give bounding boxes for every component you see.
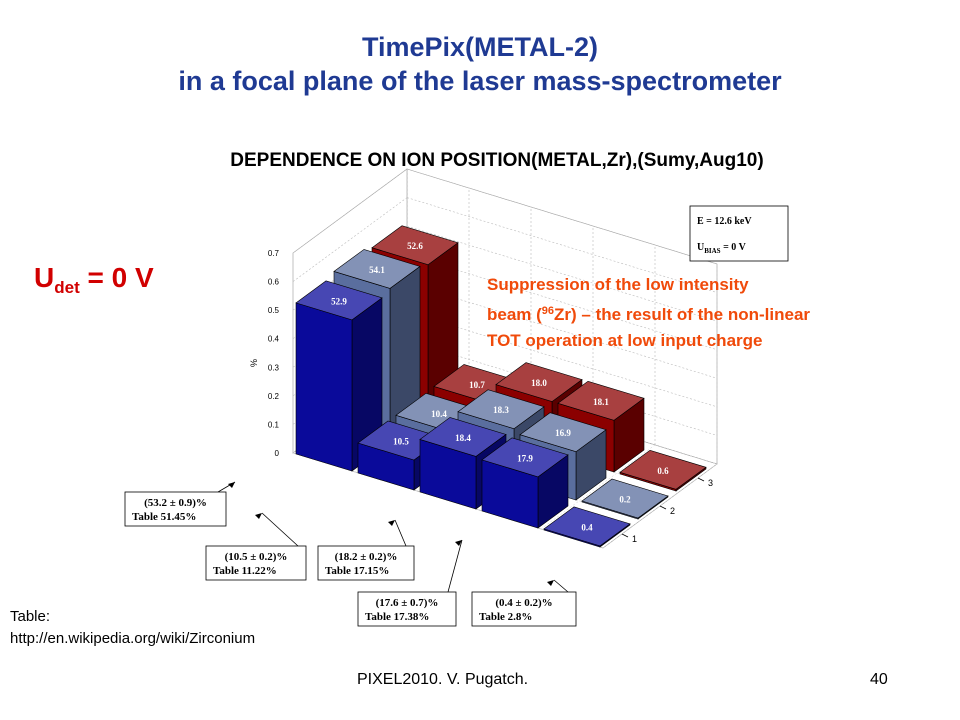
bar-1-1: 52.9 xyxy=(295,280,383,472)
note-line-1: Suppression of the low intensity xyxy=(487,275,749,294)
annotation-frame xyxy=(205,545,307,581)
bar-1-5: 0.4 xyxy=(543,506,631,548)
annotation-frame xyxy=(124,491,227,527)
bar-2-5: 0.2 xyxy=(581,478,669,520)
z-tick-label: 0.6 xyxy=(268,278,280,287)
annotation-frame xyxy=(357,591,457,627)
annotation-box: (10.5 ± 0.2)% Table 11.22% xyxy=(205,512,307,581)
bar-top xyxy=(457,389,545,430)
arrow-head xyxy=(547,580,554,586)
annotation-measured: (10.5 ± 0.2)% xyxy=(225,551,288,563)
note-line-2: beam (96Zr) – the result of the non-line… xyxy=(487,305,811,324)
table-label: Table: xyxy=(10,608,51,625)
row-tick xyxy=(659,505,667,510)
chart-legend-box: E = 12.6 keV UBIAS = 0 V xyxy=(689,205,789,262)
z-tick-label: 0.1 xyxy=(268,420,280,429)
row-tick xyxy=(621,533,629,538)
arrow-head xyxy=(255,513,262,519)
bar-top xyxy=(295,280,383,321)
annotation-arrow xyxy=(261,512,299,547)
annotation-table: Table 2.8% xyxy=(479,611,532,623)
note-line-3: TOT operation at low input charge xyxy=(487,331,763,350)
z-axis-label: % xyxy=(249,359,259,367)
z-tick-label: 0 xyxy=(275,449,280,458)
z-tick-label: 0.3 xyxy=(268,363,280,372)
bar-value-label: 10.4 xyxy=(431,409,447,419)
z-tick-label: 0.5 xyxy=(268,306,280,315)
slide-title: TimePix(METAL-2) xyxy=(361,32,599,62)
bar-front xyxy=(295,302,353,472)
z-tick-label: 0.2 xyxy=(268,392,280,401)
bar-value-label: 10.7 xyxy=(469,380,485,390)
bar-value-label: 18.4 xyxy=(455,433,471,443)
annotation-measured: (18.2 ± 0.2)% xyxy=(335,551,398,563)
row-tick-label: 3 xyxy=(708,478,713,488)
bar-top xyxy=(495,362,583,402)
table-url[interactable]: http://en.wikipedia.org/wiki/Zirconium xyxy=(10,630,256,647)
bar-value-label: 18.0 xyxy=(531,378,547,388)
annotation-measured: (53.2 ± 0.9)% xyxy=(144,497,207,509)
legend-bias: UBIAS = 0 V xyxy=(697,242,747,255)
bar-3-5: 0.6 xyxy=(619,449,707,492)
legend-energy: E = 12.6 keV xyxy=(697,216,752,227)
row-tick-label: 1 xyxy=(632,534,637,544)
annotation-box: (0.4 ± 0.2)% Table 2.8% xyxy=(471,579,577,627)
annotation-box: (18.2 ± 0.2)% Table 17.15% xyxy=(317,519,415,581)
footer-author: PIXEL2010. V. Pugatch. xyxy=(357,671,529,688)
annotation-arrow xyxy=(394,519,407,547)
annotation-table: Table 11.22% xyxy=(213,565,277,577)
annotation-table: Table 17.15% xyxy=(325,565,389,577)
row-tick xyxy=(697,477,705,482)
annotation-table: Table 17.38% xyxy=(365,611,429,623)
arrow-head xyxy=(228,482,235,488)
bar-value-label: 18.1 xyxy=(593,397,609,407)
bar-top xyxy=(557,380,645,421)
bar-top xyxy=(371,225,459,266)
page-number: 40 xyxy=(870,671,888,688)
bar-top xyxy=(543,506,631,547)
bar-value-label: 10.5 xyxy=(393,437,409,447)
bar-value-label: 17.9 xyxy=(517,453,533,463)
annotation-measured: (0.4 ± 0.2)% xyxy=(495,597,552,609)
annotation-table: Table 51.45% xyxy=(132,511,196,523)
udet-label: Udet = 0 V xyxy=(34,262,154,297)
annotation-arrow xyxy=(447,539,463,593)
bar-value-label: 0.2 xyxy=(619,495,631,505)
row-tick-label: 2 xyxy=(670,506,675,516)
bar-top xyxy=(481,437,569,478)
table-reference: Table: http://en.wikipedia.org/wiki/Zirc… xyxy=(10,606,255,650)
bar-top xyxy=(619,449,707,490)
annotation-box: (53.2 ± 0.9)% Table 51.45% xyxy=(124,481,236,527)
arrow-head xyxy=(455,540,462,546)
bar-value-label: 0.6 xyxy=(657,466,669,476)
chart-title: DEPENDENCE ON ION POSITION(METAL,Zr),(Su… xyxy=(230,150,763,171)
bar-top xyxy=(519,412,607,453)
bar-value-label: 16.9 xyxy=(555,428,571,438)
bar-value-label: 52.6 xyxy=(407,241,423,251)
legend-frame xyxy=(689,205,789,262)
bar-value-label: 52.9 xyxy=(331,296,347,306)
arrow-head xyxy=(388,520,395,526)
annotation-measured: (17.6 ± 0.7)% xyxy=(376,597,439,609)
z-tick-label: 0.4 xyxy=(268,335,280,344)
annotation-arrow xyxy=(553,579,569,593)
z-tick-label: 0.7 xyxy=(268,249,280,258)
bar-value-label: 54.1 xyxy=(369,265,385,275)
annotation-box: (17.6 ± 0.7)% Table 17.38% xyxy=(357,539,463,627)
slide-subtitle: in a focal plane of the laser mass-spect… xyxy=(178,66,782,96)
suppression-note: Suppression of the low intensity beam (9… xyxy=(487,272,957,354)
bar-1-4: 17.9 xyxy=(481,437,569,529)
annotation-frame xyxy=(471,591,577,627)
annotation-frame xyxy=(317,545,415,581)
bar-value-label: 0.4 xyxy=(581,522,593,532)
bar-top xyxy=(419,417,507,457)
bar-value-label: 18.3 xyxy=(493,405,509,415)
bar-top xyxy=(333,249,421,289)
bar-top xyxy=(581,478,669,519)
